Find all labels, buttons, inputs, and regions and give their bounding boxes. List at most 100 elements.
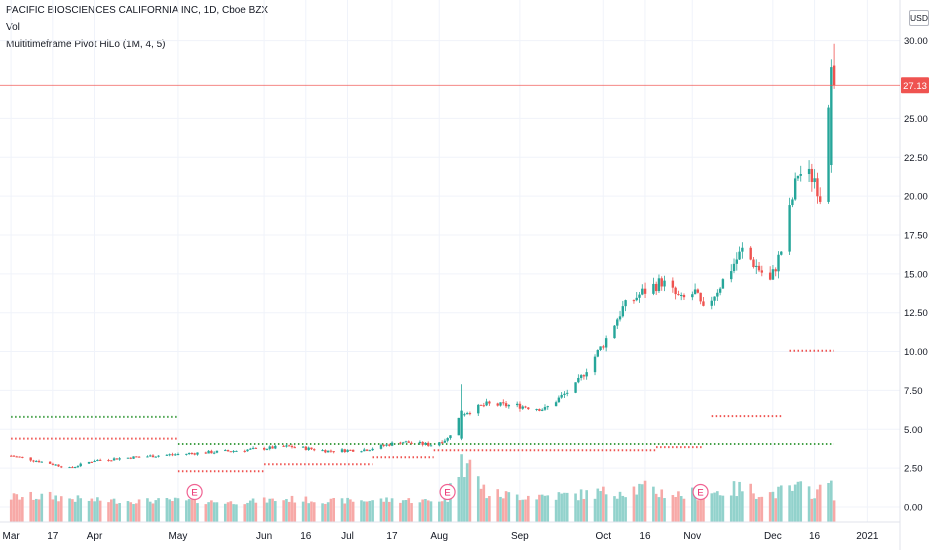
candle-body [207,450,210,454]
candle-body [538,408,541,411]
candle-body [96,459,99,462]
volume-bar [48,491,52,522]
volume-bar [21,497,24,522]
candle-body [263,447,266,450]
volume-bar [385,497,388,522]
volume-bar [596,488,600,522]
candle-body [210,450,213,454]
candle-body [151,455,155,458]
candle-body [385,444,388,446]
volume-bar [429,501,433,522]
indicator-legend[interactable]: Multitimeframe Pivot HiLo (1M, 4, 5) [6,39,166,50]
volume-bar [524,499,527,522]
x-tick-label: May [168,531,187,542]
volume-bar [93,501,96,522]
candle-body [780,251,783,255]
volume-bar [546,495,550,522]
candle-body [541,409,544,411]
volume-bar [713,492,716,522]
volume-bar [274,501,277,522]
candle-body [482,405,486,407]
x-tick-label: Apr [87,531,103,542]
volume-bar [757,497,761,522]
volume-bar [582,498,586,522]
volume-bar [754,498,758,522]
candle-body [98,459,102,461]
candle-body [79,463,82,467]
candle-body [268,446,271,449]
candle-body [524,406,527,408]
volume-bar [643,480,647,522]
candle-body [732,263,736,272]
candle-body [229,451,233,453]
candle-body [243,450,246,452]
candle-body [827,107,830,202]
volume-bar [752,493,755,522]
candle-body [265,448,269,450]
candle-body [274,445,277,449]
volume-bar [190,499,194,522]
volume-bar [440,501,444,522]
candle-body [816,178,819,197]
volume-bar [173,497,177,522]
volume-bar [185,500,188,522]
volume-bar [679,496,683,522]
earnings-marker-label: E [444,488,450,499]
candle-body [443,440,447,443]
volume-bar [223,503,227,522]
volume-bar [282,500,285,522]
volume-bar [602,486,605,522]
volume-bar [346,497,349,522]
candle-body [585,372,588,377]
candle-body [788,205,791,252]
x-tick-label: 2021 [856,531,879,542]
x-tick-label: 17 [386,531,398,542]
candlesticks [10,43,836,469]
candle-body [115,458,119,460]
volume-bar [215,502,219,522]
candle-body [371,448,374,451]
x-tick-label: 16 [639,531,651,542]
volume-bar [204,504,208,522]
candle-body [832,65,836,86]
earnings-marker-label: E [697,488,703,499]
volume-bar [312,502,316,522]
volume-bar [129,502,133,522]
candle-body [674,287,677,295]
volume-bar [157,498,160,522]
volume-bar [304,496,308,522]
candle-body [15,456,18,458]
volume-bar [585,490,588,522]
candle-body [368,450,372,452]
candle-body [282,445,285,447]
volume-bar [574,493,577,522]
candle-body [351,449,355,452]
candle-body [574,382,577,393]
volume-bar [118,503,121,522]
volume-bar [830,480,833,522]
currency-badge[interactable]: USD [909,10,929,26]
volume-bar [12,493,16,522]
volume-bar [504,491,508,522]
candle-body [680,294,683,296]
volume-bar [326,502,330,522]
candle-body [446,438,449,441]
volume-bar [390,498,394,522]
y-tick-label: 0.00 [904,503,923,514]
volume-bar [362,501,366,522]
candle-body [363,449,366,452]
volume-bar [488,496,491,522]
candle-body [810,168,814,183]
volume-bar [371,500,374,522]
volume-bar [15,494,19,522]
volume-bar [301,501,305,522]
volume-legend[interactable]: Vol [6,22,20,33]
candle-body [602,346,605,348]
volume-bar [73,501,77,522]
candle-body [663,280,666,287]
volume-bar [788,485,791,522]
volume-bar [418,502,422,522]
candle-body [527,407,530,410]
volume-bar [96,497,99,522]
